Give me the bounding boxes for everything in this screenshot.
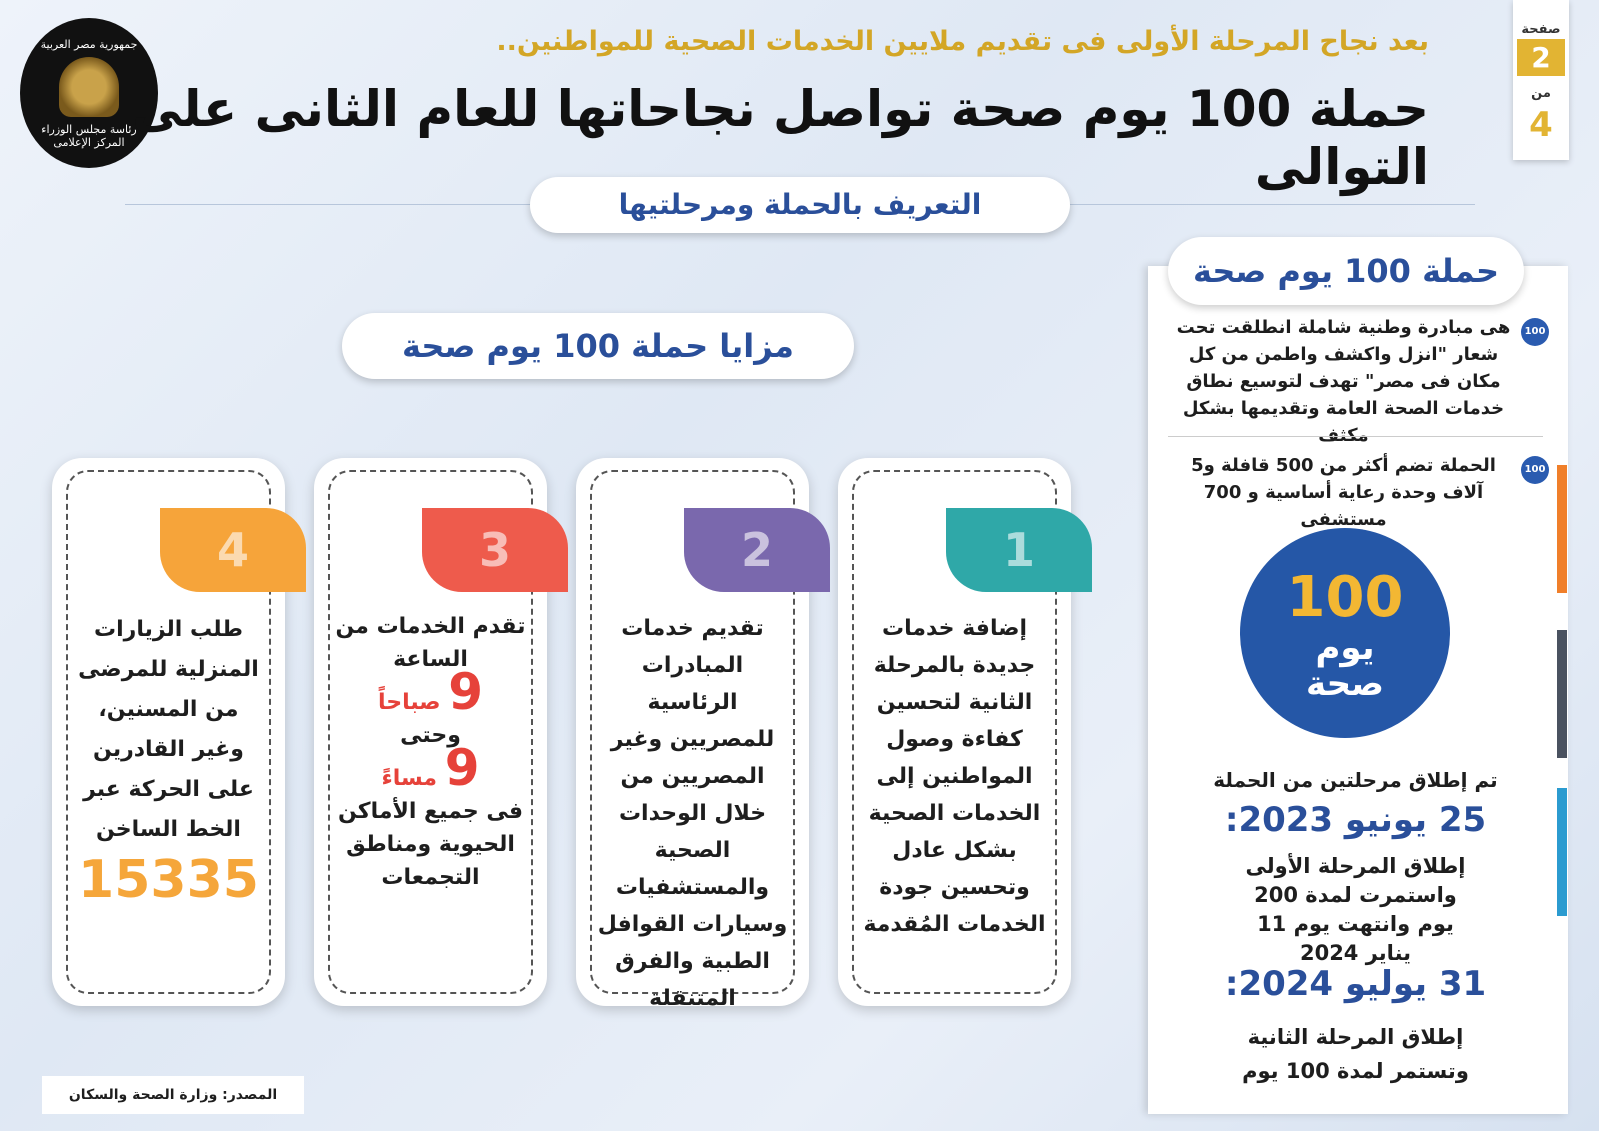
page-number: 2 <box>1517 39 1565 76</box>
bullet-text: هى مبادرة وطنية شاملة انطلقت تحت شعار "ا… <box>1176 317 1511 446</box>
end-hour: 9 <box>444 739 480 797</box>
logo-bottom-text: المركز الإعلامى <box>53 135 125 149</box>
advantage-card-1: 1 إضافة خدمات جديدة بالمرحلة الثانية لتح… <box>838 458 1092 1006</box>
phases-intro: تم إطلاق مرحلتين من الحملة <box>1213 768 1498 792</box>
advantages-label: مزايا حملة 100 يوم صحة <box>342 313 854 379</box>
page-indicator: صفحة 2 من 4 <box>1513 0 1569 160</box>
intro-label: التعريف بالحملة ومرحلتيها <box>530 177 1070 233</box>
logo-number: 100 <box>1286 564 1404 630</box>
card-text: تقديم خدمات المبادرات الرئاسية للمصريين … <box>597 616 788 1011</box>
end-period: مساءً <box>381 766 438 791</box>
source-note: المصدر: وزارة الصحة والسكان <box>42 1076 304 1114</box>
phase1-text: إطلاق المرحلة الأولى واستمرت لمدة 200 يو… <box>1245 854 1466 965</box>
logo-line1: يوم <box>1315 627 1375 668</box>
card-text: تقدم الخدمات من الساعة 9 صباحاً وحتى 9 م… <box>334 610 527 894</box>
info-bullet: 100 الحملة تضم أكثر من 500 قافلة و5 آلاف … <box>1174 452 1549 533</box>
phase2-text: إطلاق المرحلة الثانية وتستمر لمدة 100 يو… <box>1242 1025 1469 1083</box>
page-label: صفحة <box>1521 22 1561 37</box>
card-text: إضافة خدمات جديدة بالمرحلة الثانية لتحسي… <box>863 616 1046 937</box>
campaign-logo-icon: 100 <box>1521 456 1549 484</box>
hotline-number: 15335 <box>78 850 259 910</box>
until-text: وحتى <box>400 723 461 748</box>
bullet-text: الحملة تضم أكثر من 500 قافلة و5 آلاف وحد… <box>1191 455 1496 530</box>
eagle-emblem-icon <box>59 56 119 117</box>
campaign-logo: 100 يوم صحة <box>1240 528 1450 738</box>
accent-bar-orange <box>1557 465 1567 593</box>
campaign-logo-icon: 100 <box>1521 318 1549 346</box>
advantage-card-2: 2 تقديم خدمات المبادرات الرئاسية للمصريي… <box>576 458 830 1011</box>
page-total: 4 <box>1529 105 1553 145</box>
logo-middle-text: رئاسة مجلس الوزراء <box>41 122 137 136</box>
start-hour: 9 <box>448 663 484 721</box>
card-number-tab: 1 <box>946 508 1092 592</box>
card-number-tab: 4 <box>160 508 306 592</box>
hours-intro: تقدم الخدمات من الساعة <box>335 614 526 672</box>
card-number-tab: 2 <box>684 508 830 592</box>
phase1-date: 25 يونيو 2023: <box>1224 800 1487 840</box>
logo-top-text: جمهورية مصر العربية <box>40 37 138 51</box>
home-visits-text: طلب الزيارات المنزلية للمرضى من المسنين،… <box>78 617 259 842</box>
start-period: صباحاً <box>377 690 441 715</box>
divider <box>1168 436 1543 437</box>
cabinet-media-center-logo: جمهورية مصر العربية رئاسة مجلس الوزراء ا… <box>20 18 158 168</box>
card-number-tab: 3 <box>422 508 568 592</box>
panel-title: حملة 100 يوم صحة <box>1168 237 1524 305</box>
advantage-card-3: 3 تقدم الخدمات من الساعة 9 صباحاً وحتى 9… <box>314 458 568 1006</box>
info-bullet: 100 هى مبادرة وطنية شاملة انطلقت تحت شعار… <box>1174 314 1549 449</box>
logo-line2: صحة <box>1306 663 1384 704</box>
phase2-date: 31 يوليو 2024: <box>1224 964 1487 1004</box>
accent-bar-blue <box>1557 788 1567 916</box>
of-label: من <box>1531 86 1551 101</box>
accent-bar-gray <box>1557 630 1567 758</box>
header-subtitle: بعد نجاح المرحلة الأولى فى تقديم ملايين … <box>496 26 1429 57</box>
advantage-card-4: 4 طلب الزيارات المنزلية للمرضى من المسني… <box>52 458 306 1006</box>
page-title: حملة 100 يوم صحة تواصل نجاحاتها للعام ال… <box>132 80 1429 196</box>
locations-text: فى جميع الأماكن الحيوية ومناطق التجمعات <box>338 799 523 890</box>
card-text: طلب الزيارات المنزلية للمرضى من المسنين،… <box>72 610 265 910</box>
